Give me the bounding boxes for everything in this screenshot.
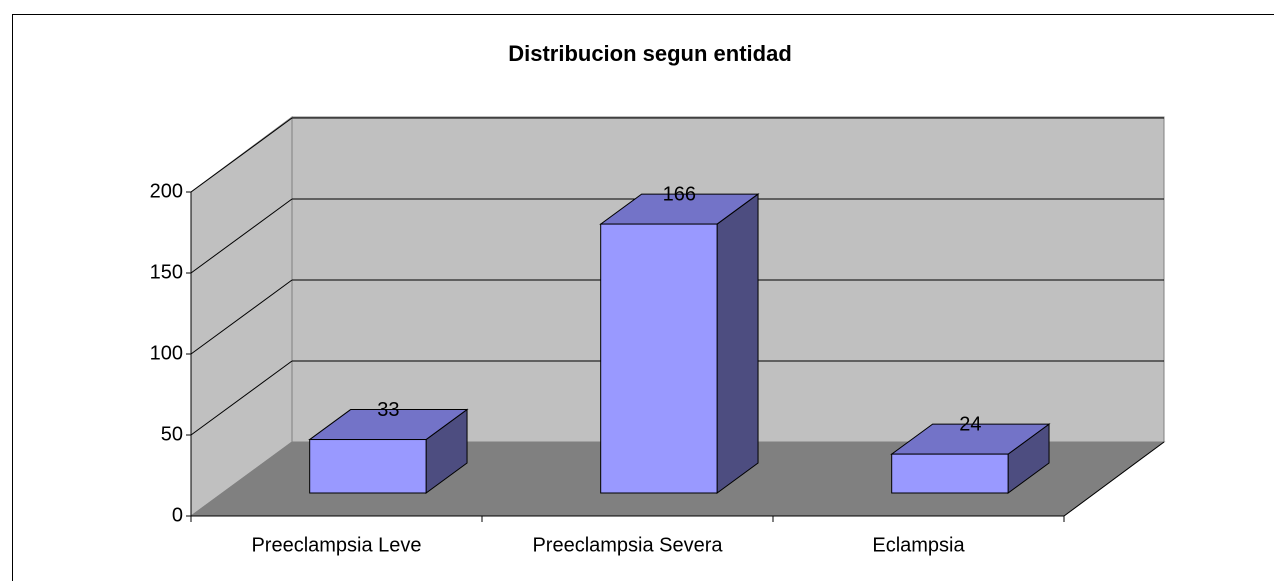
data-label: 33 [377,399,399,421]
y-tick-label: 150 [150,261,183,283]
grid-line [190,360,293,436]
data-label: 166 [663,183,696,205]
chart-title: Distribucion segun entidad [508,41,792,66]
x-tick-label: Preeclampsia Severa [532,534,723,556]
grid-line [190,117,293,193]
bar [891,453,1009,494]
grid-line [190,279,293,355]
bar-side [716,193,759,494]
x-tick-label: Eclampsia [872,534,965,556]
data-label: 24 [959,413,981,435]
grid-line [190,198,293,274]
bar [309,439,427,494]
y-tick-label: 50 [161,423,183,445]
y-tick-label: 200 [150,180,183,202]
y-tick-label: 100 [150,342,183,364]
bar [600,223,718,494]
y-tick-label: 0 [172,504,183,526]
floor-edge [1063,441,1165,517]
x-tick-label: Preeclampsia Leve [251,534,421,556]
